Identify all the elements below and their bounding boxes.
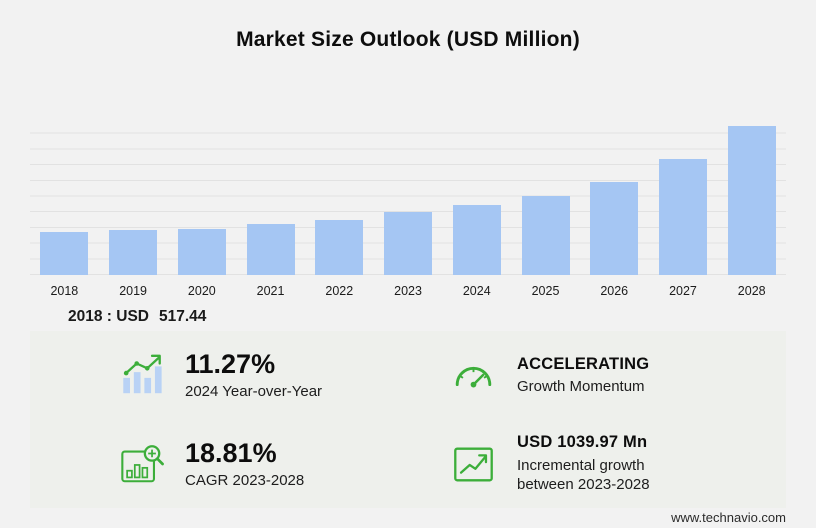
- base-year-label: 2018 : USD: [68, 308, 149, 325]
- bar-slot: [305, 118, 374, 275]
- bar-2027: [658, 159, 707, 275]
- x-tick-label-2025: 2025: [531, 284, 560, 298]
- stat-value-cagr: 18.81%: [185, 437, 277, 468]
- x-tick-label-2020: 2020: [187, 284, 216, 298]
- stat-label-yoy: 2024 Year-over-Year: [185, 383, 323, 401]
- x-tick-label-2028: 2028: [737, 284, 766, 298]
- bar-2023: [384, 212, 433, 275]
- bar-2024: [452, 205, 501, 275]
- stat-value-incremental: USD 1039.97 Mn: [517, 432, 648, 451]
- bar-slot: [511, 118, 580, 275]
- stat-momentum: ACCELERATING Growth Momentum: [408, 331, 786, 420]
- bar-2026: [590, 181, 639, 275]
- stat-value-momentum: ACCELERATING: [517, 355, 650, 374]
- x-tick-label-2026: 2026: [600, 284, 629, 298]
- stat-label-momentum: Growth Momentum: [517, 378, 645, 396]
- stat-label-cagr: CAGR 2023-2028: [185, 471, 305, 489]
- bar-slot: [167, 118, 236, 275]
- base-year-annotation: 2018 : USD 517.44: [68, 308, 206, 326]
- bar-2021: [246, 224, 295, 275]
- x-tick-label-2024: 2024: [462, 284, 491, 298]
- bar-slot: [580, 118, 649, 275]
- page-title: Market Size Outlook (USD Million): [236, 28, 580, 51]
- x-tick-label-2022: 2022: [325, 284, 354, 298]
- stat-incremental-growth: USD 1039.97 Mn Incremental growth betwee…: [408, 420, 786, 509]
- speedometer-icon: [450, 352, 497, 398]
- bar-2020: [177, 228, 226, 275]
- bar-chart-trend-icon: [118, 352, 165, 398]
- stat-label-incremental: Incremental growth between 2023-2028: [517, 456, 650, 494]
- bar-slot: [30, 118, 99, 275]
- x-tick-label-2021: 2021: [256, 284, 285, 298]
- stat-cagr: 18.81% CAGR 2023-2028: [30, 420, 408, 509]
- bar-2018: [40, 232, 89, 275]
- bar-2025: [521, 195, 570, 275]
- chart-x-axis-labels: 2018 2019 2020 2021 2022 2023 2024 2025 2026 2027…: [30, 284, 786, 298]
- magnifier-chart-icon: [118, 441, 165, 487]
- stats-panel: 11.27% 2024 Year-over-Year ACCELERATING …: [30, 331, 786, 508]
- base-year-value: 517.44: [158, 308, 207, 325]
- bar-slot: [99, 118, 168, 275]
- market-size-bar-chart: 2018 2019 2020 2021 2022 2023 2024 2025 2026 2027…: [30, 118, 786, 298]
- bar-2019: [109, 230, 158, 275]
- website-link[interactable]: www.technavio.com: [671, 510, 786, 525]
- bar-slot: [374, 118, 443, 275]
- bar-slot: [717, 118, 786, 275]
- x-tick-label-2018: 2018: [50, 284, 79, 298]
- x-tick-label-2027: 2027: [669, 284, 697, 298]
- chart-plot-area: [30, 118, 786, 275]
- stat-yoy-growth: 11.27% 2024 Year-over-Year: [30, 331, 408, 420]
- bar-2028: [727, 126, 776, 275]
- bar-2022: [315, 219, 364, 275]
- x-tick-label-2023: 2023: [394, 284, 422, 298]
- stat-value-yoy: 11.27%: [185, 349, 276, 380]
- x-tick-label-2019: 2019: [119, 284, 147, 298]
- growth-arrow-icon: [450, 441, 497, 487]
- bar-slot: [649, 118, 718, 275]
- bar-slot: [442, 118, 511, 275]
- bar-slot: [236, 118, 305, 275]
